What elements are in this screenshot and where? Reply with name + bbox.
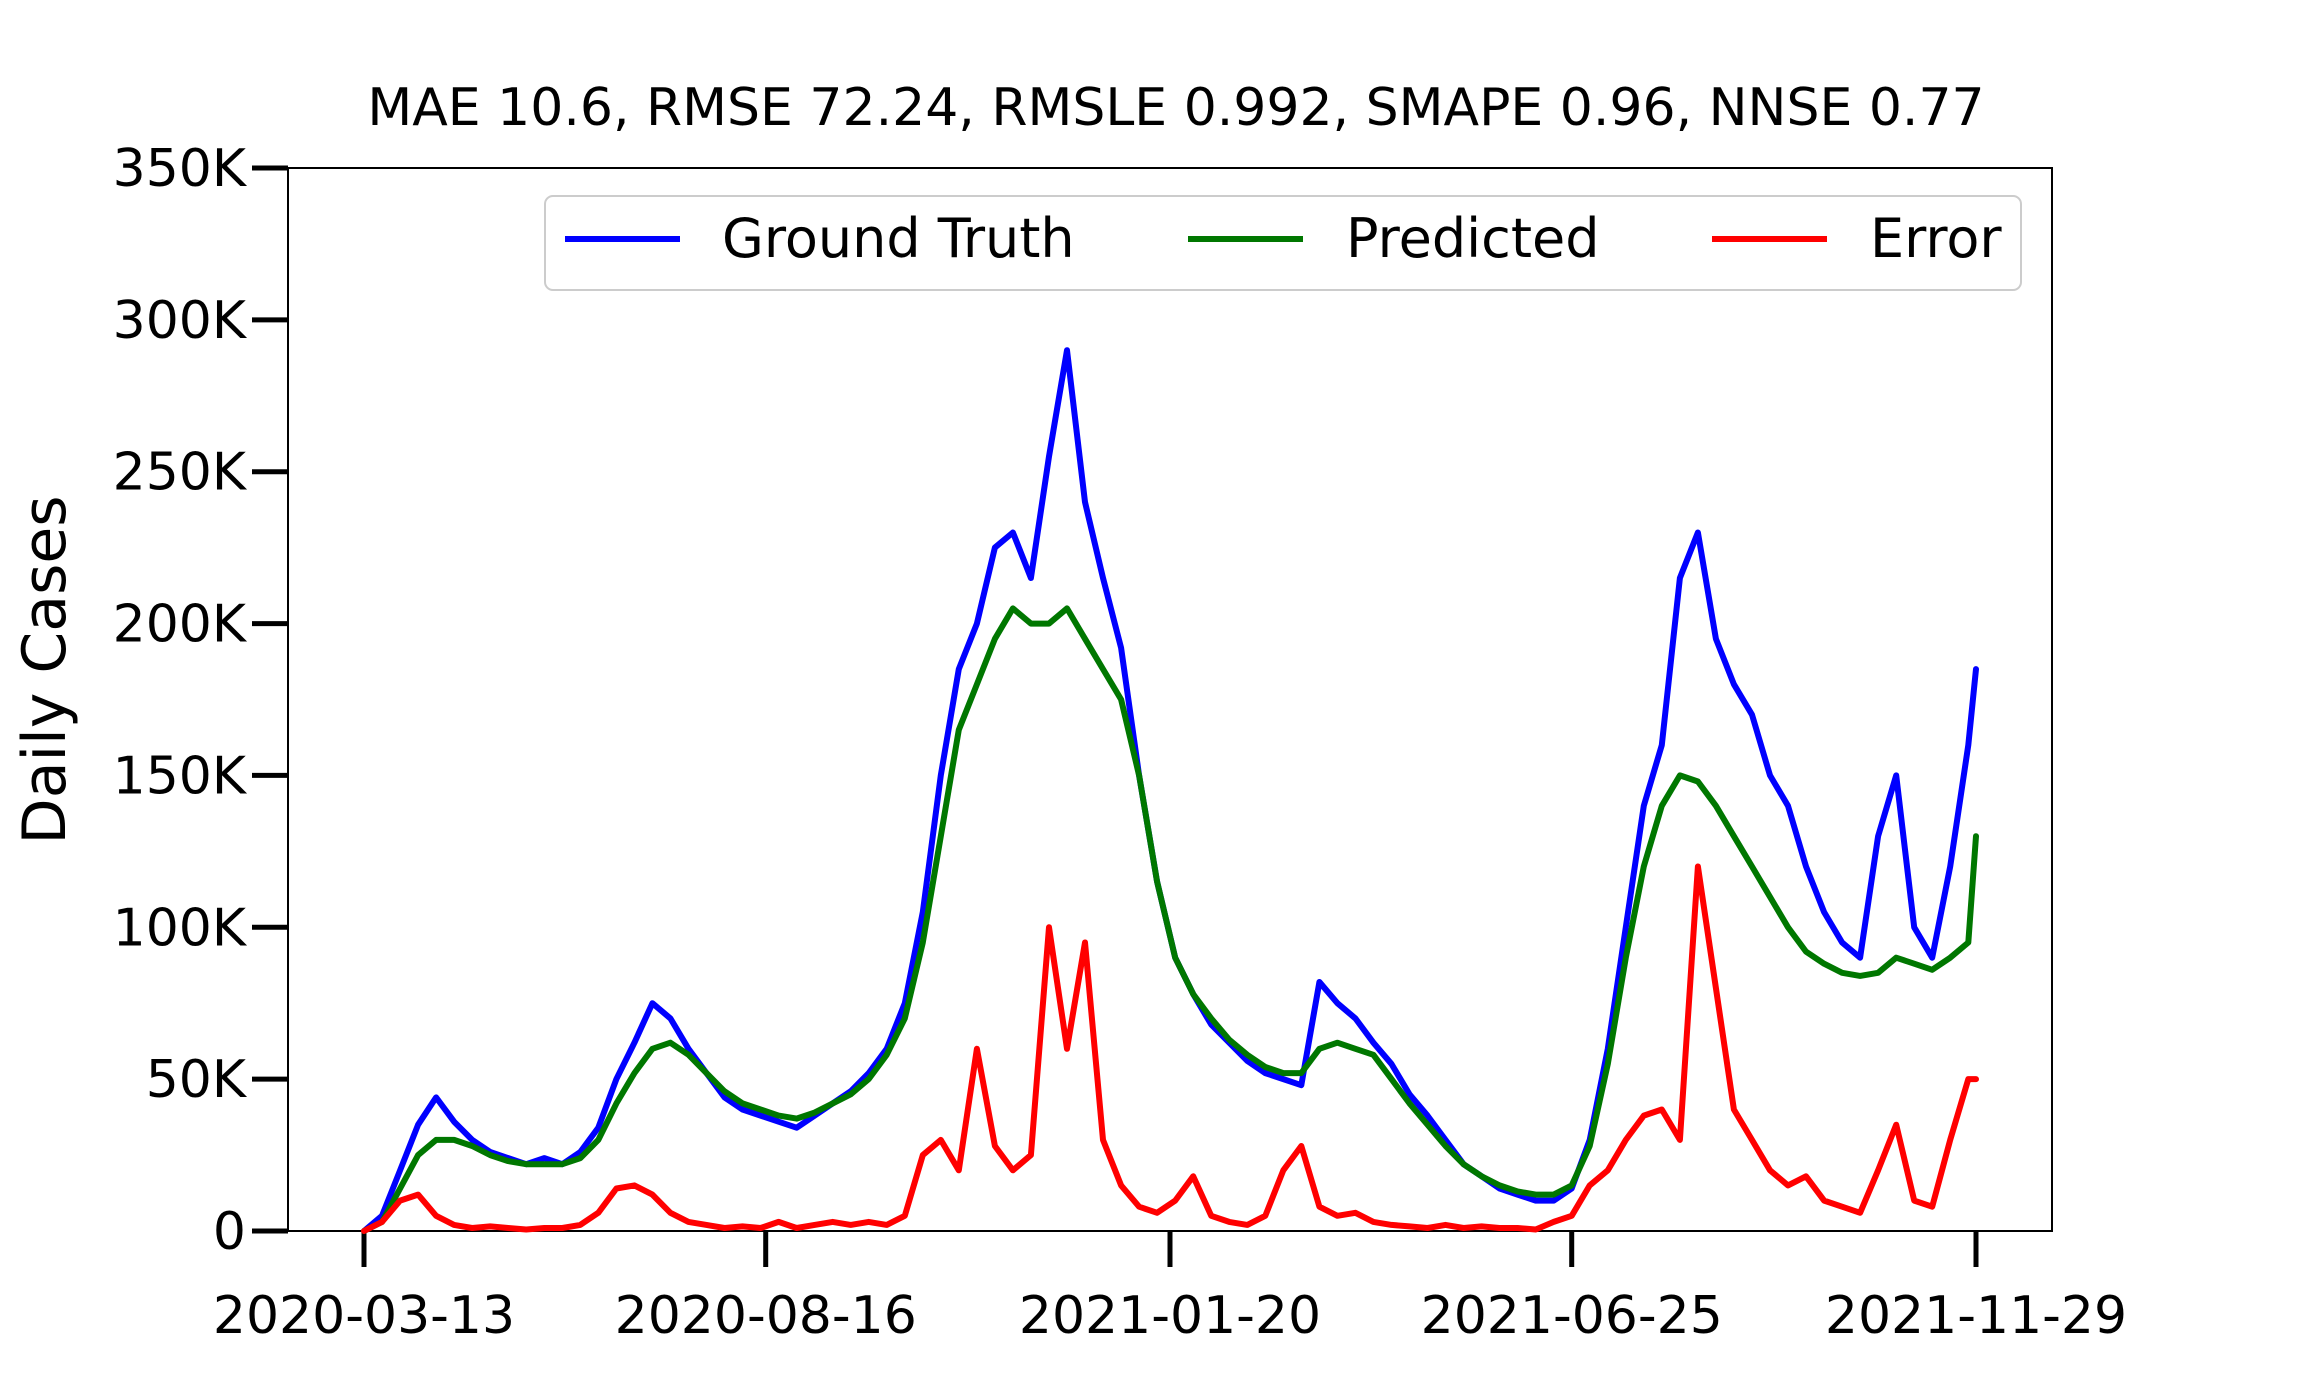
x-tick-label: 2020-08-16 [615, 1286, 917, 1346]
legend-label-ground-truth: Ground Truth [722, 207, 1075, 270]
x-tick-label: 2021-11-29 [1825, 1286, 2127, 1346]
legend: Ground Truth Predicted Error [544, 195, 2022, 291]
x-axis: 2020-03-13 2020-08-16 2021-01-20 2021-06-25… [213, 1231, 2127, 1346]
series-line-predicted [361, 605, 1979, 1234]
y-tick-label: 50K [146, 1050, 248, 1110]
legend-box [544, 195, 2022, 291]
y-tick-label: 250K [113, 443, 248, 503]
y-tick-label: 0 [213, 1202, 246, 1262]
y-tick-label: 200K [113, 595, 248, 655]
y-tick-label: 350K [113, 139, 248, 199]
legend-label-predicted: Predicted [1346, 207, 1600, 270]
y-tick-label: 300K [113, 291, 248, 351]
chart-title: MAE 10.6, RMSE 72.24, RMSLE 0.992, SMAPE… [367, 78, 1984, 138]
y-tick-label: 100K [113, 898, 248, 958]
y-axis-label: Daily Cases [10, 496, 80, 845]
series-layer [361, 347, 1979, 1234]
x-tick-label: 2021-06-25 [1421, 1286, 1723, 1346]
y-axis: 0 50K 100K 150K 200K 250K 300K 350K [113, 139, 288, 1262]
y-tick-label: 150K [113, 746, 248, 806]
x-tick-label: 2020-03-13 [213, 1286, 515, 1346]
series-line-error [361, 863, 1979, 1234]
legend-label-error: Error [1870, 207, 2002, 270]
x-tick-label: 2021-01-20 [1019, 1286, 1321, 1346]
